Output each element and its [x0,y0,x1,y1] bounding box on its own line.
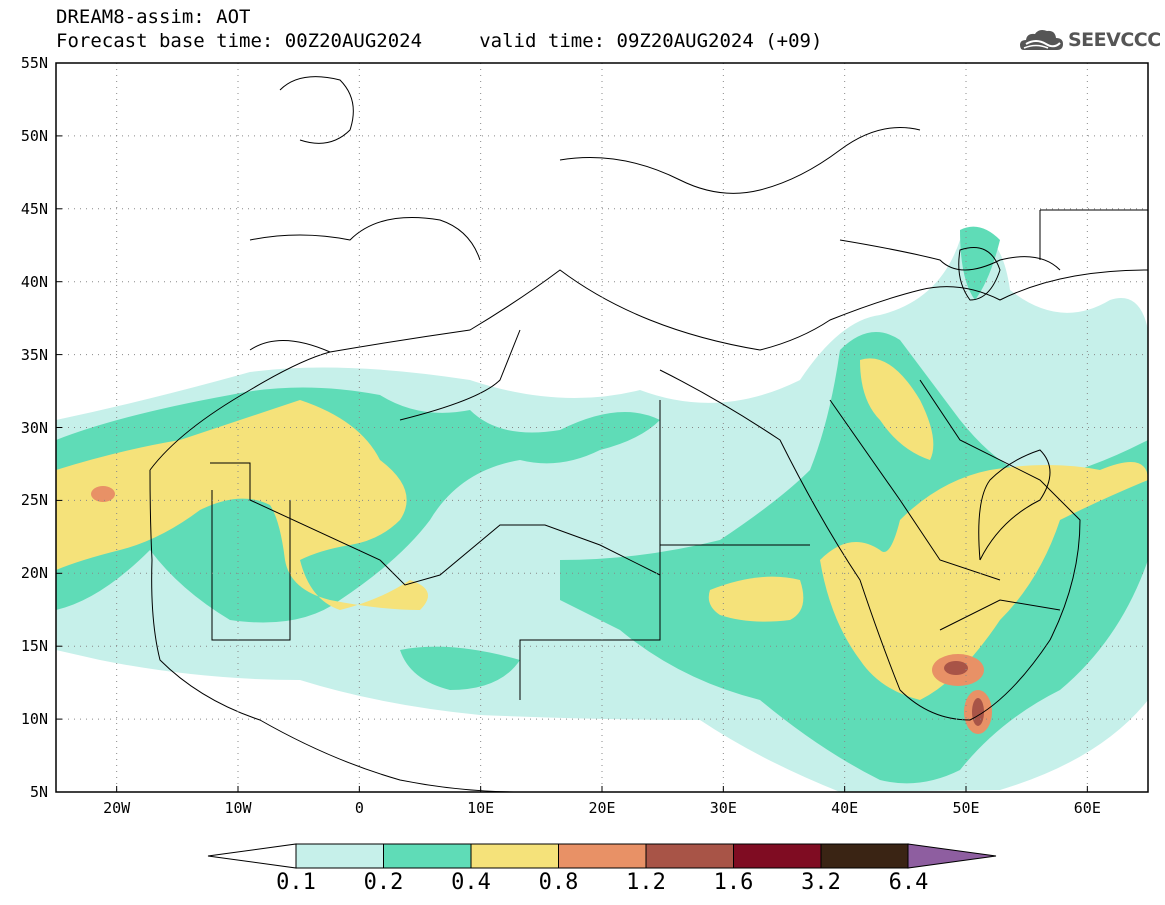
lon-label: 60E [1073,799,1101,817]
colorbar-label: 6.4 [888,870,929,895]
lon-label: 20W [103,799,131,817]
lat-label: 25N [20,491,48,510]
lat-label: 55N [20,54,48,72]
colorbar-label: 0.4 [451,870,491,895]
lon-label: 0 [354,799,364,817]
colorbar-over-triangle [907,843,997,869]
map-title: DREAM8-assim: AOT [56,6,251,28]
graticule [56,63,1148,792]
colorbar-swatch [558,843,647,869]
lat-label: 45N [20,199,48,218]
colorbar-swatch [295,843,384,869]
colorbar-swatch [733,843,822,869]
colorbar-swatch [383,843,472,869]
colorbar-label: 0.8 [538,870,579,895]
lat-label: 10N [20,710,48,729]
lon-label: 10W [224,799,252,817]
colorbar-label: 3.2 [801,870,841,895]
colorbar-label: 0.2 [363,870,404,895]
lat-label: 50N [20,126,48,145]
lat-label: 20N [20,564,48,583]
lon-label: 20E [588,799,616,817]
logo-text: SEEVCCC [1068,29,1161,51]
colorbar [207,843,997,869]
coastlines [149,76,1148,792]
lon-label: 40E [831,799,859,817]
lon-label: 30E [709,799,737,817]
colorbar-label: 0.1 [276,870,316,895]
water-bodies [958,209,1148,301]
colorbar-swatch [470,843,559,869]
lon-label: 50E [952,799,980,817]
lat-label: 15N [20,637,48,656]
lat-label: 40N [20,272,48,291]
lat-label: 35N [20,345,48,364]
colorbar-label: 1.6 [713,870,754,895]
lat-label: 30N [20,418,48,437]
colorbar-swatch [820,843,909,869]
aot-0.4-0.8-region [56,358,1148,700]
lon-label: 10E [467,799,495,817]
forecast-times: Forecast base time: 00Z20AUG2024 valid t… [56,30,823,52]
cloud-logo-icon [1020,30,1063,50]
colorbar-swatch [645,843,734,869]
colorbar-under-triangle [207,843,297,869]
colorbar-label: 1.2 [626,870,666,895]
lat-label: 5N [29,783,48,801]
